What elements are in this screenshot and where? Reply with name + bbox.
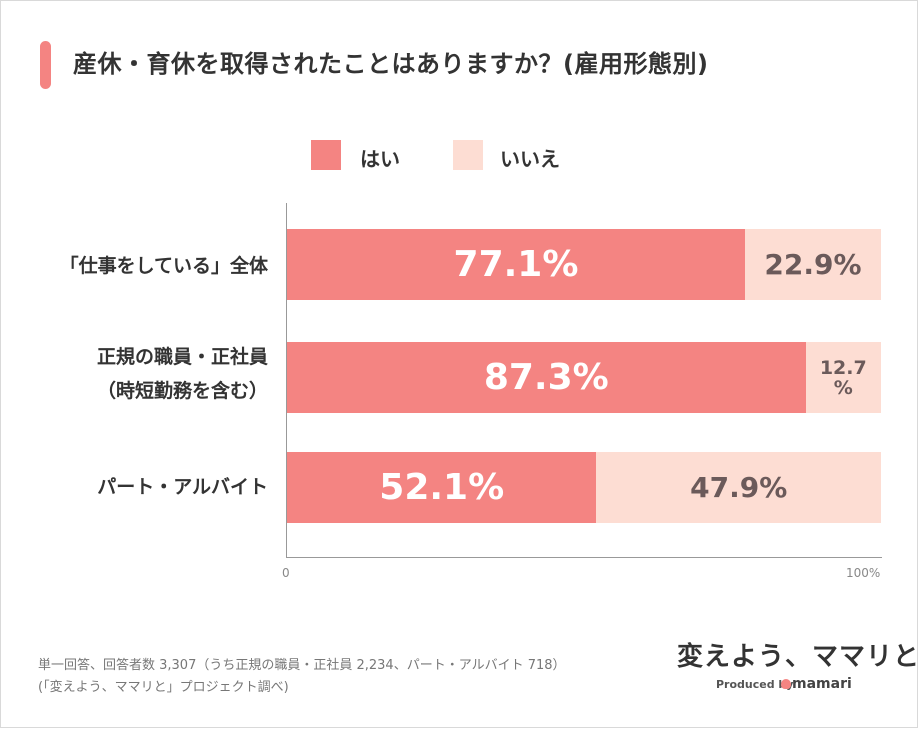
legend-label-no: いいえ	[500, 147, 560, 171]
title-accent-bar	[40, 41, 51, 89]
legend-swatch-no	[453, 140, 483, 170]
bar-yes-all	[287, 229, 745, 300]
produced-by-text: Produced by	[716, 678, 794, 691]
footnote-line2: (「変えよう、ママリと」プロジェクト調べ)	[38, 680, 289, 695]
value-label-yes-fulltime: 87.3%	[483, 357, 609, 398]
value-label-no-parttime: 47.9%	[690, 471, 788, 504]
value-label-no-all: 22.9%	[764, 248, 862, 281]
bar-no-all	[744, 229, 881, 300]
bar-yes-parttime	[287, 452, 597, 523]
chart-title: 産休・育休を取得されたことはありますか？(雇用形態別)	[73, 50, 709, 78]
x-tick-100: 100%	[846, 566, 881, 580]
x-axis-line	[286, 557, 882, 558]
value-label-yes-all: 77.1%	[453, 244, 579, 285]
value-label-no-fulltime: 12.7 %	[819, 357, 867, 399]
category-label-fulltime-line2: （時短勤務を含む）	[96, 380, 268, 402]
x-tick-0: 0	[282, 566, 290, 580]
legend-label-yes: はい	[360, 147, 400, 171]
value-label-yes-parttime: 52.1%	[379, 467, 505, 508]
y-axis-line	[286, 203, 287, 558]
brand-slogan: 変えよう、ママリと	[677, 642, 920, 672]
mamari-logo-text: mamari	[792, 676, 852, 692]
bar-yes-fulltime	[287, 342, 806, 413]
legend-swatch-yes	[311, 140, 341, 170]
category-label-fulltime-line1: 正規の職員・正社員	[96, 346, 268, 368]
bar-no-fulltime	[805, 342, 881, 413]
category-label-all: 「仕事をしている」全体	[59, 255, 268, 277]
mamari-logo-icon	[781, 679, 791, 689]
bar-no-parttime	[596, 452, 881, 523]
footnote-line1: 単一回答、回答者数 3,307（うち正規の職員・正社員 2,234、パート・アル…	[38, 658, 566, 673]
category-label-parttime: パート・アルバイト	[97, 476, 268, 498]
